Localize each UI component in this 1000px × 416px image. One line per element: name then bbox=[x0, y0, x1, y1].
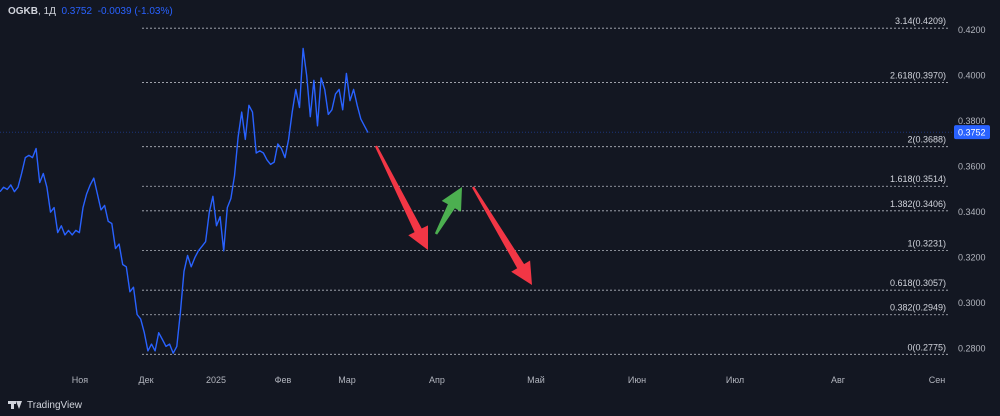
change-value: -0.0039 (-1.03%) bbox=[97, 6, 173, 17]
arrow-down-icon[interactable] bbox=[472, 186, 532, 285]
time-axis-tick: 2025 bbox=[206, 375, 226, 385]
fib-level-label: 2.618(0.3970) bbox=[890, 71, 946, 81]
price-axis-tick: 0.3000 bbox=[958, 298, 986, 308]
tradingview-branding[interactable]: TradingView bbox=[8, 398, 82, 412]
last-price-badge bbox=[954, 125, 990, 140]
time-axis-tick: Авг bbox=[831, 375, 846, 385]
separator-comma: , bbox=[38, 6, 44, 17]
price-axis-tick: 0.3800 bbox=[958, 116, 986, 126]
price-axis-tick: 0.4000 bbox=[958, 71, 986, 81]
fib-level-label: 2(0.3688) bbox=[907, 135, 946, 145]
symbol-label[interactable]: OGKB bbox=[8, 6, 38, 17]
time-axis-tick: Фев bbox=[275, 375, 292, 385]
time-axis-tick: Июл bbox=[726, 375, 744, 385]
time-axis-tick: Мар bbox=[338, 375, 356, 385]
price-series bbox=[0, 47, 955, 354]
time-axis-tick: Ноя bbox=[72, 375, 89, 385]
time-axis-tick: Июн bbox=[628, 375, 646, 385]
fib-level-label: 1(0.3231) bbox=[907, 239, 946, 249]
arrow-up-icon[interactable] bbox=[434, 187, 462, 235]
ticker-header: OGKB, 1Д 0.3752 -0.0039 (-1.03%) bbox=[8, 6, 173, 17]
time-axis[interactable]: Ноя Дек 2025 Фев Мар Апр Май Июн Июл Авг Сен bbox=[72, 375, 945, 385]
time-axis-tick: Дек bbox=[138, 375, 153, 385]
time-axis-tick: Май bbox=[527, 375, 545, 385]
fib-level-label: 0.382(0.2949) bbox=[890, 303, 946, 313]
price-axis-tick: 0.4200 bbox=[958, 25, 986, 35]
fib-level-label: 1.382(0.3406) bbox=[890, 199, 946, 209]
price-axis[interactable]: 0.2800 0.3000 0.3200 0.3400 0.3600 0.3800 0.40… bbox=[954, 25, 990, 354]
fib-level-label: 0(0.2775) bbox=[907, 342, 946, 352]
time-axis-tick: Апр bbox=[429, 375, 445, 385]
time-axis-tick: Сен bbox=[929, 375, 946, 385]
last-price-badge-label: 0.3752 bbox=[958, 128, 986, 138]
fib-level-label: 3.14(0.4209) bbox=[895, 16, 946, 26]
price-axis-tick: 0.3400 bbox=[958, 207, 986, 217]
price-line bbox=[0, 47, 369, 354]
tradingview-logo-icon bbox=[8, 400, 22, 410]
trend-arrows[interactable] bbox=[374, 145, 532, 286]
price-axis-tick: 0.3600 bbox=[958, 162, 986, 172]
fibonacci-extension-levels[interactable]: 0(0.2775) 0.382(0.2949) 0.618(0.3057) 1(0.3… bbox=[142, 16, 948, 355]
brand-name: TradingView bbox=[27, 399, 83, 411]
price-axis-tick: 0.2800 bbox=[958, 344, 986, 354]
fib-level-label: 0.618(0.3057) bbox=[890, 278, 946, 288]
price-axis-tick: 0.3200 bbox=[958, 253, 986, 263]
fib-level-label: 1.618(0.3514) bbox=[890, 174, 946, 184]
price-value: 0.3752 bbox=[61, 6, 93, 17]
interval-label[interactable]: 1Д bbox=[43, 6, 56, 17]
arrow-down-icon[interactable] bbox=[374, 145, 428, 251]
